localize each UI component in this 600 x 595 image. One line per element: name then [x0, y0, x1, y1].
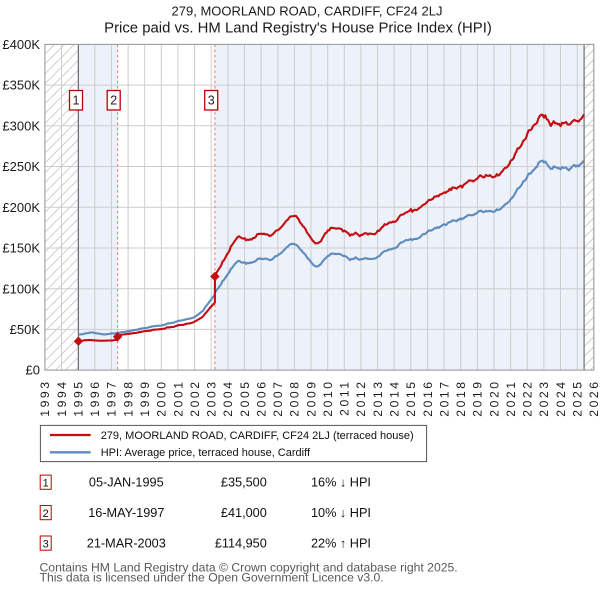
- svg-text:16-MAY-1997: 16-MAY-1997: [88, 506, 164, 520]
- svg-text:This data is licensed under th: This data is licensed under the Open Gov…: [40, 570, 384, 584]
- svg-text:1994: 1994: [55, 379, 69, 416]
- svg-text:2006: 2006: [254, 379, 268, 416]
- svg-text:2008: 2008: [288, 379, 302, 416]
- svg-text:3: 3: [208, 94, 215, 108]
- svg-text:2025: 2025: [571, 379, 585, 416]
- svg-text:2: 2: [110, 94, 117, 108]
- svg-text:£41,000: £41,000: [221, 506, 267, 520]
- svg-text:2016: 2016: [421, 379, 435, 416]
- svg-text:2014: 2014: [388, 379, 402, 416]
- svg-text:2001: 2001: [171, 379, 185, 416]
- svg-text:1: 1: [43, 477, 49, 489]
- svg-text:£150K: £150K: [2, 241, 40, 256]
- svg-text:2019: 2019: [471, 379, 485, 416]
- svg-text:2012: 2012: [354, 379, 368, 416]
- svg-text:16% ↓ HPI: 16% ↓ HPI: [311, 476, 371, 490]
- svg-text:2018: 2018: [454, 379, 468, 416]
- svg-text:£350K: £350K: [2, 78, 40, 93]
- svg-text:1998: 1998: [121, 379, 135, 416]
- svg-text:279, MOORLAND ROAD, CARDIFF, C: 279, MOORLAND ROAD, CARDIFF, CF24 2LJ: [172, 4, 443, 19]
- svg-text:279, MOORLAND ROAD, CARDIFF, C: 279, MOORLAND ROAD, CARDIFF, CF24 2LJ (t…: [101, 430, 414, 442]
- svg-text:2022: 2022: [521, 379, 535, 416]
- svg-text:Price paid vs. HM Land Registr: Price paid vs. HM Land Registry's House …: [104, 21, 492, 37]
- svg-text:£114,950: £114,950: [215, 536, 267, 550]
- svg-text:10% ↓ HPI: 10% ↓ HPI: [311, 506, 371, 520]
- svg-text:£300K: £300K: [2, 118, 40, 133]
- svg-text:£400K: £400K: [2, 37, 40, 52]
- svg-text:2004: 2004: [221, 379, 235, 416]
- svg-text:1997: 1997: [105, 379, 119, 416]
- svg-text:2000: 2000: [155, 379, 169, 416]
- svg-text:05-JAN-1995: 05-JAN-1995: [89, 476, 164, 490]
- svg-text:2024: 2024: [554, 379, 568, 416]
- svg-text:1993: 1993: [38, 379, 52, 416]
- svg-text:2009: 2009: [304, 379, 318, 416]
- svg-text:2013: 2013: [371, 379, 385, 416]
- svg-text:2: 2: [43, 508, 49, 520]
- svg-text:2021: 2021: [504, 379, 518, 416]
- svg-text:2023: 2023: [537, 379, 551, 416]
- svg-text:£200K: £200K: [2, 200, 40, 215]
- svg-text:£0: £0: [26, 363, 40, 378]
- svg-text:2005: 2005: [238, 379, 252, 416]
- svg-text:2011: 2011: [338, 379, 352, 415]
- svg-text:£250K: £250K: [2, 159, 40, 174]
- svg-text:3: 3: [43, 538, 49, 550]
- svg-text:21-MAR-2003: 21-MAR-2003: [87, 536, 166, 550]
- svg-text:2002: 2002: [188, 379, 202, 416]
- svg-text:Contains HM Land Registry data: Contains HM Land Registry data © Crown c…: [40, 560, 458, 574]
- svg-text:2007: 2007: [271, 379, 285, 416]
- svg-text:£35,500: £35,500: [221, 476, 267, 490]
- svg-text:1: 1: [73, 94, 80, 108]
- svg-text:1995: 1995: [72, 379, 86, 416]
- svg-text:£100K: £100K: [2, 281, 40, 296]
- svg-text:1999: 1999: [138, 379, 152, 416]
- svg-text:2003: 2003: [205, 379, 219, 416]
- svg-text:2020: 2020: [487, 379, 501, 416]
- svg-text:£50K: £50K: [10, 322, 41, 337]
- svg-text:1996: 1996: [88, 379, 102, 416]
- svg-text:2017: 2017: [437, 379, 451, 416]
- svg-text:2015: 2015: [404, 379, 418, 416]
- svg-text:HPI: Average price, terraced h: HPI: Average price, terraced house, Card…: [101, 447, 311, 459]
- svg-text:22% ↑ HPI: 22% ↑ HPI: [311, 536, 371, 550]
- svg-text:2010: 2010: [321, 379, 335, 416]
- svg-text:2026: 2026: [587, 379, 600, 416]
